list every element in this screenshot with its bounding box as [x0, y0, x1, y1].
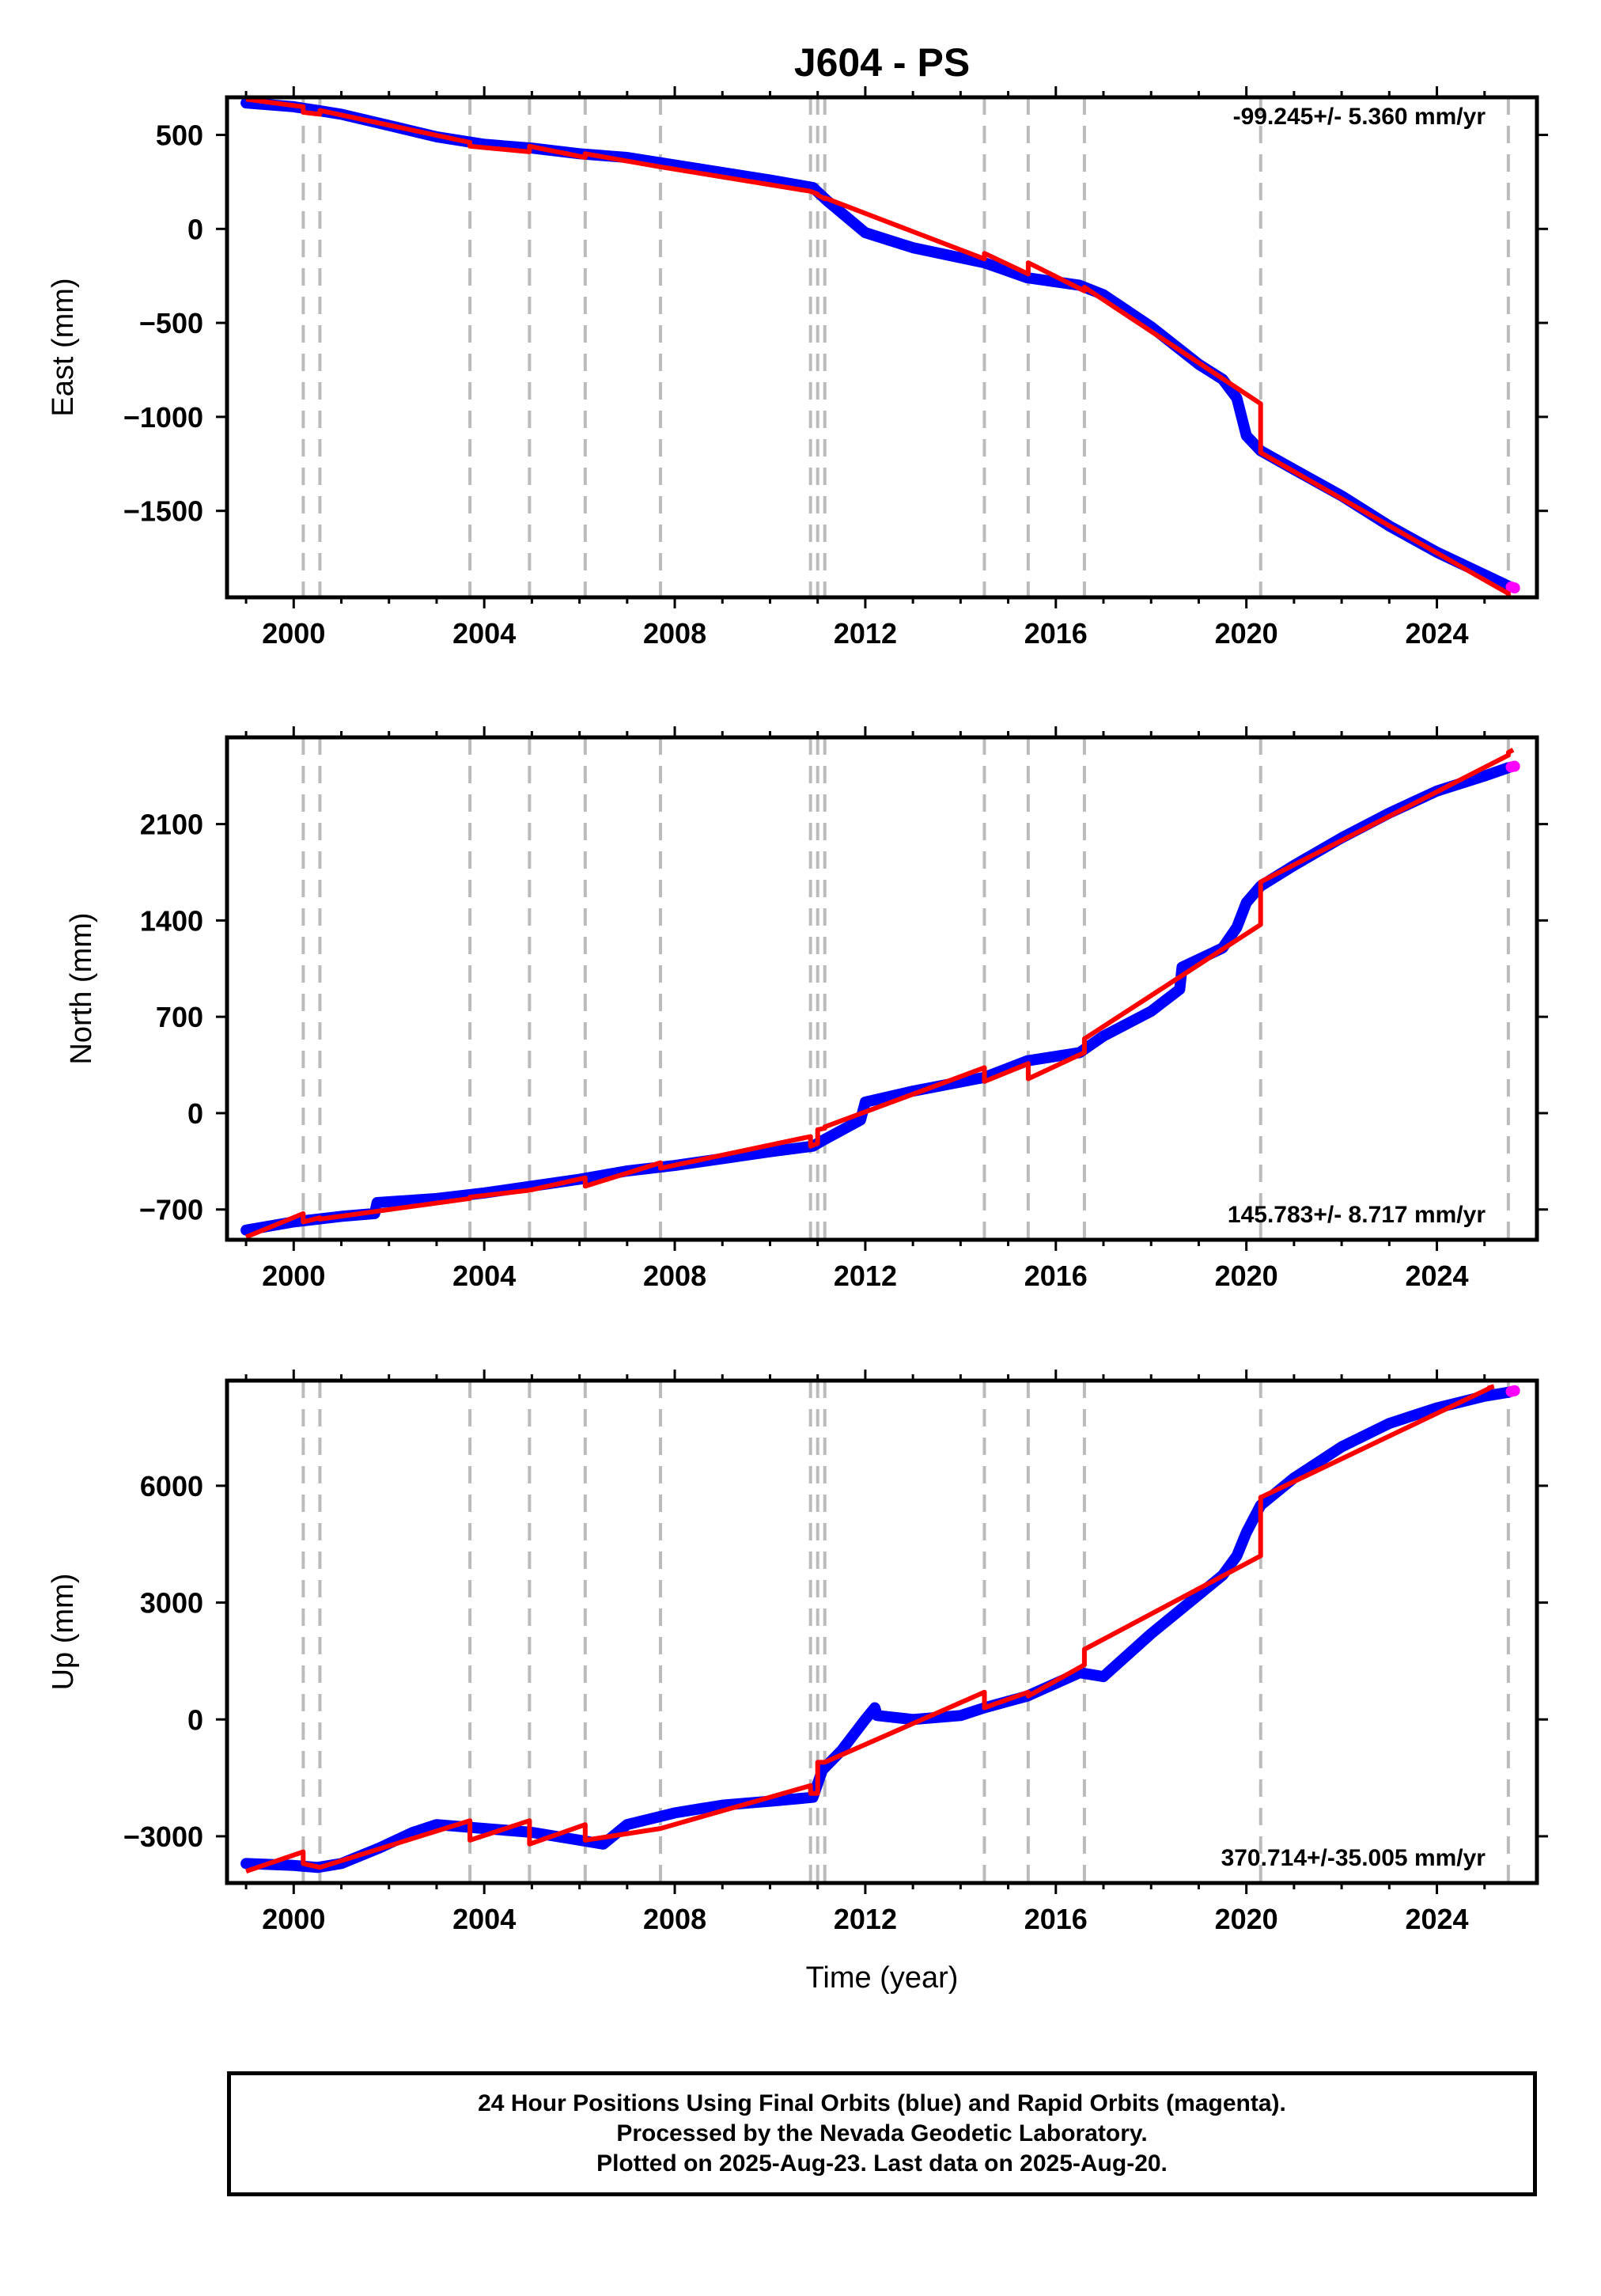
plot-frame — [225, 735, 1539, 1242]
series-rapid-orbits-point — [1508, 760, 1520, 772]
caption-line: Processed by the Nevada Geodetic Laborat… — [616, 2120, 1148, 2146]
y-tick-label: 500 — [156, 119, 203, 152]
series-model-fit — [244, 748, 1515, 1240]
x-tick-label: 2024 — [1405, 1260, 1468, 1292]
y-tick-label: 700 — [156, 1001, 203, 1033]
x-tick-label: 2000 — [262, 617, 325, 650]
x-tick-label: 2012 — [834, 1903, 897, 1935]
y-tick-label: −700 — [139, 1194, 203, 1226]
caption-line: 24 Hour Positions Using Final Orbits (bl… — [478, 2090, 1286, 2116]
rate-annotation: 145.783+/- 8.717 mm/yr — [1228, 1202, 1486, 1228]
y-tick-label: 3000 — [140, 1587, 203, 1620]
y-axis-label: East (mm) — [47, 278, 80, 416]
y-tick-label: −1000 — [123, 401, 203, 434]
series-final-orbits — [240, 1386, 1514, 1874]
y-tick-label: −3000 — [123, 1821, 203, 1853]
x-tick-label: 2016 — [1024, 617, 1088, 650]
x-tick-label: 2020 — [1215, 617, 1278, 650]
y-tick-label: 0 — [187, 1097, 203, 1130]
x-tick-label: 2004 — [452, 1260, 516, 1292]
panel-north: 2000 2004 2008 2012 2016 2020 2024 2100 1400 700 0… — [65, 726, 1548, 1292]
y-tick-label: 0 — [187, 213, 203, 245]
x-tick-label: 2000 — [262, 1903, 325, 1935]
rate-annotation: -99.245+/- 5.360 mm/yr — [1233, 104, 1486, 130]
y-tick-label: 0 — [187, 1703, 203, 1736]
panel-up: 2000 2004 2008 2012 2016 2020 2024 6000 3000 0 −30… — [47, 1370, 1548, 1935]
rate-annotation: 370.714+/-35.005 mm/yr — [1221, 1845, 1486, 1871]
y-tick-label: 6000 — [140, 1470, 203, 1502]
series-model-fit — [245, 97, 1515, 597]
x-axis-label: Time (year) — [806, 1961, 959, 1995]
series-rapid-orbits-point — [1508, 1385, 1520, 1396]
panel-east: 2000 2004 2008 2012 2016 2020 2024 500 0 −500 −100… — [47, 86, 1548, 650]
caption-box: 24 Hour Positions Using Final Orbits (bl… — [227, 2071, 1537, 2196]
y-axis-label: North (mm) — [65, 912, 98, 1064]
series-model-fit — [245, 1384, 1495, 1874]
y-tick-label: 2100 — [140, 809, 203, 841]
y-tick-label: 1400 — [140, 904, 203, 937]
y-axis-label: Up (mm) — [47, 1574, 80, 1691]
x-tick-label: 2020 — [1215, 1260, 1278, 1292]
x-tick-label: 2000 — [262, 1260, 325, 1292]
x-tick-label: 2012 — [834, 1260, 897, 1292]
series-final-orbits — [240, 97, 1514, 592]
x-tick-label: 2016 — [1024, 1260, 1088, 1292]
plot-frame — [225, 1378, 1539, 1885]
series-rapid-orbits-point — [1508, 582, 1520, 594]
x-tick-label: 2012 — [834, 617, 897, 650]
plot-frame — [225, 95, 1539, 600]
x-tick-label: 2004 — [452, 617, 516, 650]
caption-line: Plotted on 2025-Aug-23. Last data on 202… — [596, 2150, 1168, 2177]
y-tick-label: −1500 — [123, 495, 203, 528]
x-tick-label: 2016 — [1024, 1903, 1088, 1935]
x-tick-label: 2008 — [643, 617, 706, 650]
x-tick-label: 2024 — [1405, 617, 1468, 650]
x-tick-label: 2024 — [1405, 1903, 1468, 1935]
x-tick-label: 2020 — [1215, 1903, 1278, 1935]
x-tick-label: 2008 — [643, 1260, 706, 1292]
chart-title: J604 - PS — [794, 40, 970, 85]
series-final-orbits — [240, 762, 1514, 1236]
x-tick-label: 2004 — [452, 1903, 516, 1935]
y-tick-label: −500 — [139, 307, 203, 339]
x-tick-label: 2008 — [643, 1903, 706, 1935]
